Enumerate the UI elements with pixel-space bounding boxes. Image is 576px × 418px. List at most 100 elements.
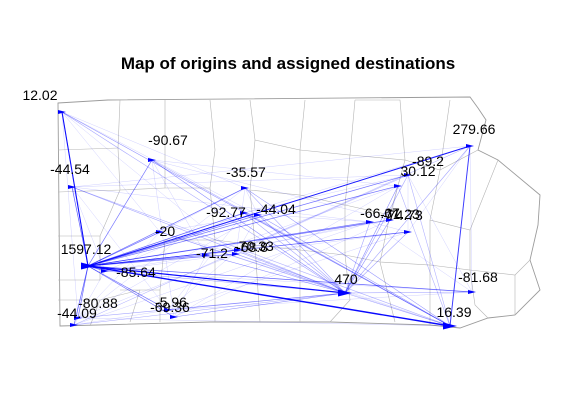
flow-line [87, 265, 451, 327]
flow-line [244, 187, 346, 294]
flow-line [87, 249, 239, 267]
flow-line [77, 187, 246, 319]
flow-line [151, 159, 346, 294]
flow-line [159, 231, 237, 255]
flow-line [151, 159, 346, 294]
value-label: -68.8 [236, 239, 268, 255]
flow-line [151, 159, 451, 327]
flow-line [87, 212, 245, 267]
flow-line [61, 111, 89, 267]
flow-line [151, 159, 207, 256]
value-label: -44.09 [57, 305, 97, 321]
location-marker [68, 185, 76, 189]
location-marker [240, 211, 248, 215]
location-marker [202, 253, 210, 257]
flow-line [77, 253, 237, 319]
flow-line [257, 214, 451, 327]
value-label: -71.23 [380, 206, 420, 222]
flow-line [167, 231, 409, 311]
flow-line [61, 111, 79, 319]
flow-line [243, 145, 471, 214]
flow-line [244, 187, 451, 327]
flow-line [71, 174, 409, 188]
flow-line [344, 219, 391, 294]
flow-line [87, 187, 246, 267]
flow-line [87, 185, 399, 267]
location-marker [170, 315, 178, 319]
value-label: -92.77 [206, 204, 246, 220]
flow-lines [61, 111, 473, 327]
flow-line [389, 185, 399, 221]
location-marker [366, 220, 374, 224]
location-marker [234, 248, 242, 252]
value-label: 12.02 [22, 87, 57, 103]
flow-line [87, 174, 409, 267]
flow-line [173, 292, 346, 318]
flow-line [243, 212, 346, 294]
flow-line [257, 214, 451, 327]
value-label: 16.39 [436, 304, 471, 320]
location-marker [404, 173, 412, 177]
flow-line [104, 249, 239, 272]
flow-line [397, 185, 451, 327]
flow-line [87, 159, 153, 267]
flow-line [235, 214, 259, 255]
flow-line [344, 185, 399, 294]
flow-line [407, 174, 473, 293]
flow-line [73, 309, 169, 326]
flow-line [61, 111, 346, 294]
flow-line [237, 249, 346, 294]
value-label: -5.96 [155, 294, 187, 310]
flow-line [167, 292, 346, 311]
flow-line [73, 270, 106, 326]
value-label: -35.57 [226, 164, 266, 180]
flow-line [449, 145, 471, 327]
value-label: -80.88 [78, 295, 118, 311]
flow-line [244, 187, 451, 327]
location-marker [443, 322, 457, 330]
flow-line [407, 145, 471, 233]
flow-line [73, 221, 371, 326]
location-marker [58, 110, 66, 114]
flow-line [104, 231, 409, 272]
flow-line [369, 221, 473, 293]
flow-line [87, 265, 169, 311]
value-label: -20 [155, 223, 175, 239]
flow-line [104, 212, 245, 272]
flow-line [344, 219, 391, 294]
flow-line [205, 254, 346, 294]
flow-line [173, 292, 346, 318]
value-label: -89.2 [412, 153, 444, 169]
flow-line [87, 265, 346, 294]
flow-line [243, 174, 409, 214]
flow-line [344, 145, 471, 294]
value-label: -74.73 [383, 207, 423, 223]
flow-line [159, 231, 346, 294]
location-marker [466, 144, 474, 148]
flow-line [61, 111, 161, 233]
flow-line [71, 186, 371, 223]
flow-line [71, 186, 451, 327]
flow-line [151, 159, 391, 221]
flow-line [87, 265, 473, 293]
flow-line [173, 254, 207, 318]
flow-line [61, 111, 451, 327]
location-marker [156, 230, 164, 234]
flow-line [469, 145, 473, 293]
value-label: -44.54 [50, 161, 90, 177]
location-marker [164, 308, 172, 312]
value-label: -71.2 [196, 245, 228, 261]
flow-line [71, 186, 169, 311]
flow-line [77, 265, 89, 319]
flow-line [344, 291, 473, 294]
flow-line [73, 292, 346, 326]
value-label: -44.04 [256, 201, 296, 217]
flow-line [407, 174, 451, 327]
location-marker [338, 289, 352, 297]
value-labels: 12.02 279.66 -90.67 -44.54 -35.57 -89.230.12 -… [22, 87, 498, 321]
flow-line [87, 253, 237, 267]
flow-line [151, 159, 175, 318]
flow-line [71, 145, 471, 188]
flow-line [61, 111, 451, 327]
